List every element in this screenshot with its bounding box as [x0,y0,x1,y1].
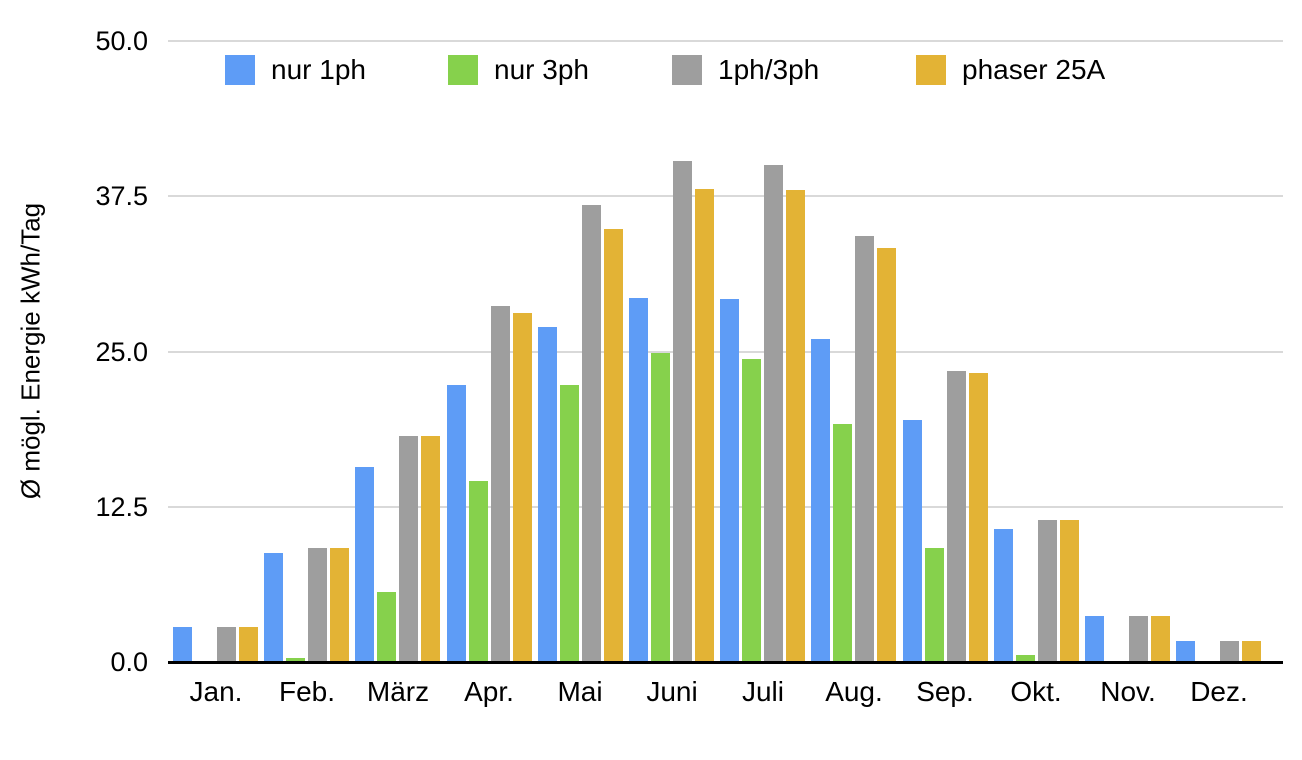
bar-nur-3ph-juni [651,353,670,662]
x-tick-label: Sep. [916,676,974,707]
y-tick-label: 50.0 [95,26,148,56]
bar-1ph-3ph-apr [491,306,510,662]
x-tick-label: Feb. [278,676,336,707]
bar-phaser-25a-okt [1060,520,1079,662]
bar-nur-1ph-mai [538,327,557,662]
y-tick-label: 37.5 [95,181,148,212]
bar-nur-3ph-okt [1016,655,1035,662]
bar-nur-1ph-dez [1176,641,1195,662]
legend-item-nur-1ph: nur 1ph [225,52,366,88]
bar-phaser-25a-mai [604,229,623,662]
bar-phaser-25a-juli [786,190,805,662]
bar-nur-1ph-juni [629,298,648,662]
bar-phaser-25a-nov [1151,616,1170,662]
bar-nur-1ph-nov [1085,616,1104,662]
bar-phaser-25a-aug [877,248,896,662]
legend-label: nur 1ph [271,54,366,85]
x-tick-label: Mai [557,676,603,707]
bar-1ph-3ph-juli [764,165,783,662]
bar-nur-1ph-feb [264,553,283,662]
legend-item-phaser-25a: phaser 25A [916,52,1105,88]
legend-swatch-icon [916,55,946,85]
bar-nur-1ph-jan [173,627,192,662]
bar-nur-3ph-mrz [377,592,396,662]
bar-nur-3ph-apr [469,481,488,662]
bar-nur-3ph-juli [742,359,761,662]
legend-item-nur-3ph: nur 3ph [448,52,589,88]
bar-1ph-3ph-aug [855,236,874,662]
bar-1ph-3ph-mai [582,205,601,662]
bar-nur-1ph-aug [811,339,830,662]
bar-nur-1ph-apr [447,385,466,662]
bar-phaser-25a-sep [969,373,988,662]
bar-nur-1ph-okt [994,529,1013,662]
bar-1ph-3ph-juni [673,161,692,662]
bar-phaser-25a-dez [1242,641,1261,662]
x-tick-label: Aug. [825,676,883,707]
bar-phaser-25a-mrz [421,436,440,662]
bar-1ph-3ph-mrz [399,436,418,662]
bar-1ph-3ph-nov [1129,616,1148,662]
y-axis-title: Ø mögl. Energie kWh/Tag [15,202,46,500]
legend-label: nur 3ph [494,54,589,85]
gridline [168,195,1283,198]
bar-nur-1ph-sep [903,420,922,662]
bar-1ph-3ph-okt [1038,520,1057,662]
x-tick-label: Apr. [464,676,514,707]
legend-label: phaser 25A [962,54,1106,85]
x-tick-label: Juni [646,676,698,707]
bar-nur-1ph-mrz [355,467,374,662]
x-tick-label: März [366,676,430,707]
legend-swatch-icon [672,55,702,85]
x-tick-label: Nov. [1100,676,1156,707]
legend-swatch-icon [448,55,478,85]
bar-1ph-3ph-feb [308,548,327,662]
x-tick-label: Okt. [1010,676,1062,707]
chart-legend: nur 1ph nur 3ph 1ph/3ph phaser 25A [0,52,1302,88]
y-tick-label: 25.0 [95,336,148,367]
gridline [168,40,1283,42]
bar-1ph-3ph-sep [947,371,966,662]
y-tick-label: 12.5 [95,491,148,522]
bar-nur-3ph-feb [286,658,305,662]
x-tick-label: Dez. [1190,676,1248,707]
y-tick-label: 0.0 [110,647,148,677]
bar-nur-3ph-mai [560,385,579,662]
x-tick-label: Jan. [189,676,243,707]
legend-label: 1ph/3ph [718,54,820,85]
bar-nur-3ph-sep [925,548,944,662]
bar-nur-1ph-juli [720,299,739,662]
bar-phaser-25a-apr [513,313,532,662]
bar-nur-3ph-aug [833,424,852,662]
bar-phaser-25a-jan [239,627,258,662]
x-axis-line [168,661,1283,664]
bar-1ph-3ph-dez [1220,641,1239,662]
legend-item-1ph-3ph: 1ph/3ph [672,52,819,88]
bar-phaser-25a-juni [695,189,714,662]
bar-phaser-25a-feb [330,548,349,662]
bar-1ph-3ph-jan [217,627,236,662]
legend-swatch-icon [225,55,255,85]
x-tick-label: Juli [741,676,784,707]
